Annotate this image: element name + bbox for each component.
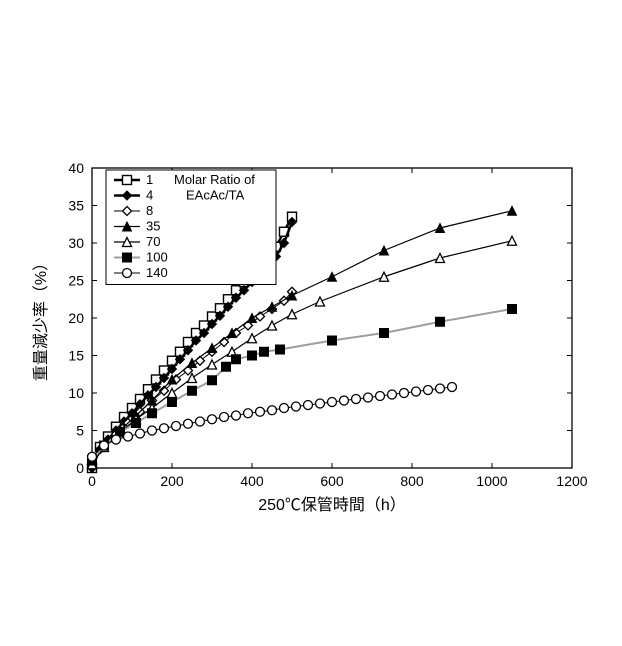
svg-text:600: 600 (320, 473, 344, 489)
svg-text:140: 140 (146, 265, 168, 280)
svg-text:100: 100 (146, 250, 168, 265)
chart-svg: 0 200 400 600 800 1000 1200 0 5 10 15 20 25 30 35 40 250… (20, 150, 600, 530)
svg-text:0: 0 (76, 460, 84, 476)
svg-text:25: 25 (68, 273, 84, 289)
chart-container: 0 200 400 600 800 1000 1200 0 5 10 15 20 25 30 35 40 250… (20, 150, 600, 530)
svg-text:4: 4 (146, 188, 153, 203)
svg-text:40: 40 (68, 160, 84, 176)
svg-text:5: 5 (76, 423, 84, 439)
svg-text:800: 800 (400, 473, 424, 489)
svg-text:Molar Ratio of: Molar Ratio of (174, 172, 255, 187)
svg-text:20: 20 (68, 310, 84, 326)
svg-text:0: 0 (88, 473, 96, 489)
svg-text:35: 35 (146, 219, 160, 234)
svg-text:1200: 1200 (556, 473, 587, 489)
svg-text:400: 400 (240, 473, 264, 489)
svg-text:8: 8 (146, 203, 153, 218)
svg-text:70: 70 (146, 234, 160, 249)
svg-text:1000: 1000 (476, 473, 507, 489)
svg-text:1: 1 (146, 172, 153, 187)
svg-text:重量減少率（%）: 重量減少率（%） (32, 255, 50, 381)
svg-text:EAcAc/TA: EAcAc/TA (186, 188, 245, 203)
svg-text:30: 30 (68, 235, 84, 251)
svg-text:15: 15 (68, 348, 84, 364)
svg-text:35: 35 (68, 198, 84, 214)
svg-text:10: 10 (68, 385, 84, 401)
svg-text:250℃保管時間（h）: 250℃保管時間（h） (258, 496, 406, 514)
svg-text:200: 200 (160, 473, 184, 489)
